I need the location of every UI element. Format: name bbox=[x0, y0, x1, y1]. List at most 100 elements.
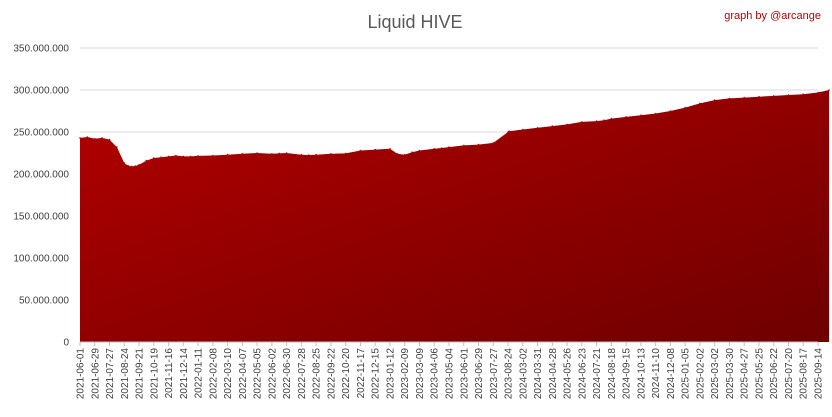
data-point bbox=[508, 130, 510, 132]
x-tick-label: 2024-03-31 bbox=[533, 348, 544, 400]
data-point bbox=[123, 162, 126, 164]
data-point bbox=[603, 119, 605, 121]
x-tick-label: 2025-02-02 bbox=[695, 348, 706, 400]
x-tick-label: 2022-09-22 bbox=[326, 348, 337, 400]
data-point bbox=[197, 155, 199, 157]
data-point bbox=[403, 153, 406, 156]
data-point bbox=[189, 155, 192, 158]
x-tick-label: 2022-03-10 bbox=[223, 348, 234, 400]
x-tick-label: 2025-09-14 bbox=[814, 348, 825, 400]
x-tick-label: 2021-07-27 bbox=[105, 348, 116, 400]
data-point bbox=[433, 148, 436, 150]
data-point bbox=[212, 154, 214, 157]
data-point bbox=[300, 153, 303, 156]
data-point bbox=[94, 137, 96, 140]
data-point bbox=[492, 142, 495, 144]
data-point bbox=[396, 153, 399, 155]
data-point bbox=[477, 143, 480, 146]
data-point bbox=[308, 154, 310, 156]
x-tick-label: 2024-11-10 bbox=[651, 348, 662, 399]
data-point bbox=[713, 99, 716, 101]
data-point bbox=[463, 144, 465, 147]
x-tick-label: 2022-04-07 bbox=[238, 348, 249, 400]
x-tick-label: 2022-08-25 bbox=[312, 348, 323, 400]
x-tick-label: 2023-01-12 bbox=[386, 348, 397, 400]
x-tick-label: 2023-02-09 bbox=[400, 348, 411, 400]
data-point bbox=[699, 102, 701, 105]
data-point bbox=[86, 136, 89, 138]
data-point bbox=[536, 127, 539, 129]
y-tick-label: 350.000.000 bbox=[13, 44, 69, 55]
data-point bbox=[787, 94, 790, 96]
area-series bbox=[79, 89, 830, 342]
x-tick-label: 2022-02-08 bbox=[208, 348, 219, 400]
x-tick-label: 2025-08-17 bbox=[799, 348, 810, 400]
x-tick-label: 2023-05-04 bbox=[445, 348, 456, 400]
x-tick-label: 2023-03-09 bbox=[415, 348, 426, 400]
data-point bbox=[507, 131, 509, 133]
y-tick-label: 100.000.000 bbox=[13, 254, 69, 265]
x-tick-label: 2025-03-02 bbox=[710, 348, 721, 400]
data-point bbox=[374, 148, 377, 151]
x-tick-label: 2025-04-27 bbox=[740, 348, 751, 400]
data-point bbox=[581, 121, 583, 123]
data-point bbox=[278, 152, 281, 155]
x-tick-label: 2024-03-02 bbox=[518, 348, 529, 400]
data-point bbox=[153, 157, 155, 159]
data-point bbox=[625, 116, 627, 118]
data-point bbox=[359, 149, 362, 152]
x-tick-label: 2021-08-24 bbox=[120, 348, 131, 400]
data-point bbox=[522, 128, 524, 131]
y-tick-label: 200.000.000 bbox=[13, 170, 69, 181]
x-tick-label: 2022-07-28 bbox=[297, 348, 308, 400]
data-point bbox=[802, 93, 804, 95]
x-tick-label: 2021-10-19 bbox=[149, 348, 160, 400]
data-point bbox=[226, 153, 229, 156]
y-tick-label: 150.000.000 bbox=[13, 212, 69, 223]
data-point bbox=[167, 155, 170, 158]
data-point bbox=[654, 112, 657, 115]
data-point bbox=[828, 89, 830, 91]
y-tick-label: 300.000.000 bbox=[13, 86, 69, 97]
data-point bbox=[271, 153, 273, 155]
data-point bbox=[684, 106, 686, 109]
data-point bbox=[108, 138, 111, 141]
x-tick-label: 2024-10-13 bbox=[636, 348, 647, 400]
y-tick-label: 0 bbox=[63, 338, 69, 349]
chart-title: Liquid HIVE bbox=[367, 12, 462, 32]
data-point bbox=[743, 96, 745, 99]
x-tick-label: 2024-06-23 bbox=[577, 348, 588, 400]
x-tick-label: 2023-06-29 bbox=[474, 348, 485, 400]
data-point bbox=[116, 146, 118, 148]
data-point bbox=[418, 149, 421, 152]
x-tick-label: 2025-07-20 bbox=[784, 348, 795, 400]
data-point bbox=[389, 148, 391, 150]
x-tick-label: 2023-07-27 bbox=[489, 348, 500, 400]
data-point bbox=[595, 120, 598, 122]
data-point bbox=[440, 147, 443, 149]
credit-label: graph by @arcange bbox=[724, 10, 821, 22]
x-tick-label: 2022-12-15 bbox=[371, 348, 382, 400]
data-point bbox=[817, 91, 819, 94]
data-point bbox=[285, 152, 288, 154]
data-point bbox=[640, 114, 642, 116]
x-tick-label: 2023-08-24 bbox=[504, 348, 515, 400]
x-tick-label: 2022-05-05 bbox=[253, 348, 264, 400]
data-point bbox=[448, 146, 450, 148]
data-point bbox=[101, 137, 103, 139]
data-point bbox=[344, 152, 347, 155]
x-tick-label: 2023-06-01 bbox=[459, 348, 470, 400]
y-tick-label: 250.000.000 bbox=[13, 128, 69, 139]
data-point bbox=[145, 159, 148, 162]
x-tick-label: 2022-06-30 bbox=[282, 348, 293, 400]
series-area bbox=[80, 90, 830, 342]
x-tick-label: 2022-10-20 bbox=[341, 348, 352, 400]
data-point bbox=[175, 154, 177, 157]
x-tick-label: 2025-03-30 bbox=[725, 348, 736, 400]
data-point bbox=[256, 152, 258, 154]
data-point bbox=[669, 110, 672, 112]
data-point bbox=[182, 155, 185, 158]
x-tick-label: 2025-06-22 bbox=[769, 348, 780, 400]
data-point bbox=[330, 153, 332, 155]
